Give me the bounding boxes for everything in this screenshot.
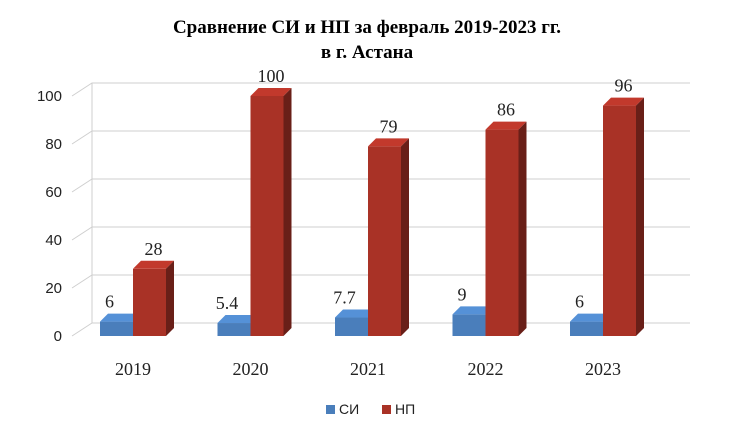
bar-front: [250, 96, 284, 336]
bar-side: [283, 88, 292, 336]
bar-front: [452, 314, 486, 336]
bar-front: [368, 146, 401, 336]
y-tick-label: 100: [37, 88, 62, 105]
legend-label: НП: [395, 401, 415, 417]
bar-front: [603, 105, 636, 336]
bar-front: [485, 129, 519, 336]
bar-top: [100, 313, 141, 322]
bar-top: [452, 306, 494, 315]
x-tick-label: 2022: [468, 359, 504, 379]
bar-front: [100, 321, 133, 336]
bar-front: [335, 317, 368, 336]
bar-НП-2019: [133, 260, 174, 336]
y-axis-ticks: 0 20 40 60 80 100: [37, 88, 62, 345]
x-tick-label: 2019: [115, 359, 151, 379]
bar-НП-2023: [603, 97, 644, 336]
x-axis-ticks: 2019 2020 2021 2022 2023: [115, 359, 621, 379]
bar-top: [133, 260, 174, 269]
y-tick-label: 0: [54, 328, 62, 345]
bars: [100, 88, 644, 336]
legend: СИ НП: [326, 401, 415, 417]
y-tick-label: 40: [45, 232, 62, 249]
bar-front: [133, 268, 166, 336]
bar-side: [166, 260, 174, 336]
bar-НП-2020: [250, 88, 292, 336]
bar-НП-2021: [368, 138, 409, 336]
legend-swatch: [382, 405, 391, 414]
y-tick-label: 20: [45, 280, 62, 297]
gridline: [71, 82, 690, 97]
bar-top: [485, 121, 527, 130]
legend-swatch: [326, 405, 335, 414]
data-label-СИ-2019: 6: [105, 292, 114, 312]
y-tick-label: 80: [45, 136, 62, 153]
chart-subtitle: в г. Астана: [321, 42, 414, 63]
y-tick-label: 60: [45, 184, 62, 201]
data-labels: 6 28 5.4 100 7.7 79 9 86 6 96: [105, 66, 633, 313]
x-tick-label: 2021: [350, 359, 386, 379]
bar-top: [603, 97, 644, 106]
data-label-НП-2019: 28: [145, 239, 163, 259]
data-label-НП-2023: 96: [615, 76, 633, 96]
legend-item-НП: НП: [382, 401, 415, 417]
data-label-СИ-2020: 5.4: [216, 293, 239, 313]
data-label-СИ-2021: 7.7: [333, 288, 356, 308]
data-label-НП-2021: 79: [380, 116, 398, 136]
legend-label: СИ: [339, 401, 359, 417]
bar-side: [636, 97, 644, 336]
chart-title: Сравнение СИ и НП за февраль 2019-2023 г…: [173, 17, 561, 38]
bar-front: [217, 323, 251, 336]
data-label-СИ-2023: 6: [575, 292, 584, 312]
bar-НП-2022: [485, 121, 527, 336]
bar-side: [518, 121, 527, 336]
bar-top: [368, 138, 409, 147]
x-tick-label: 2020: [233, 359, 269, 379]
bar-top: [570, 313, 611, 322]
data-label-НП-2022: 86: [497, 100, 515, 120]
bar-front: [570, 321, 603, 336]
legend-item-СИ: СИ: [326, 401, 359, 417]
bar-top: [250, 88, 292, 96]
x-tick-label: 2023: [585, 359, 621, 379]
bar-top: [335, 309, 376, 318]
bar-top: [217, 315, 259, 324]
data-label-НП-2020: 100: [258, 66, 285, 86]
data-label-СИ-2022: 9: [458, 284, 467, 304]
bar-side: [401, 138, 409, 336]
